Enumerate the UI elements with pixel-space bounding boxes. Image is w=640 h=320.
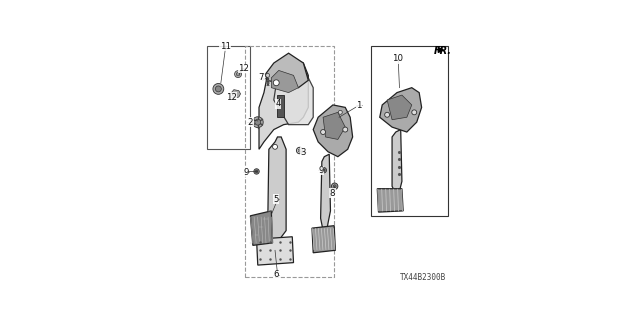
Polygon shape [380,88,422,132]
Text: 10: 10 [392,54,403,63]
Polygon shape [271,70,298,92]
Circle shape [254,169,259,174]
Text: 1: 1 [356,101,362,110]
Text: FR.: FR. [434,46,452,56]
Circle shape [235,71,241,77]
Circle shape [332,183,338,189]
Text: 8: 8 [330,188,335,198]
Polygon shape [274,68,313,124]
Text: 2: 2 [248,118,253,127]
Text: 6: 6 [273,270,279,279]
Text: 3: 3 [301,148,306,157]
Text: 4: 4 [275,99,281,108]
Circle shape [296,147,303,154]
Text: 11: 11 [220,42,231,51]
Circle shape [339,110,342,114]
Circle shape [385,112,390,117]
Polygon shape [387,95,412,120]
Circle shape [321,167,326,173]
Polygon shape [278,95,284,117]
Circle shape [236,72,240,76]
Polygon shape [257,237,294,265]
Circle shape [216,86,221,92]
Polygon shape [378,189,403,212]
Polygon shape [259,58,308,149]
Polygon shape [266,53,308,88]
Text: 5: 5 [273,195,279,204]
Circle shape [213,84,224,94]
Circle shape [255,119,260,125]
Text: TX44B2300B: TX44B2300B [400,273,446,282]
Text: 7: 7 [259,73,264,82]
Circle shape [255,170,258,173]
Text: 9: 9 [243,168,249,177]
Circle shape [252,117,263,128]
Circle shape [323,169,325,172]
Text: 9: 9 [319,166,324,175]
Polygon shape [392,130,402,194]
Polygon shape [232,90,241,98]
Circle shape [333,185,336,188]
Polygon shape [321,154,330,231]
Circle shape [412,110,417,115]
Polygon shape [313,105,353,157]
Text: 12: 12 [238,64,249,73]
Polygon shape [312,226,335,253]
Text: 12: 12 [226,92,237,101]
Circle shape [273,80,279,86]
Polygon shape [323,112,345,140]
Polygon shape [268,137,286,240]
Bar [207,46,250,149]
Bar [371,46,447,216]
Circle shape [273,144,278,149]
Bar [246,46,334,277]
Polygon shape [250,211,273,245]
Circle shape [321,130,326,134]
Circle shape [298,149,301,152]
Circle shape [266,73,269,77]
Circle shape [343,127,348,132]
